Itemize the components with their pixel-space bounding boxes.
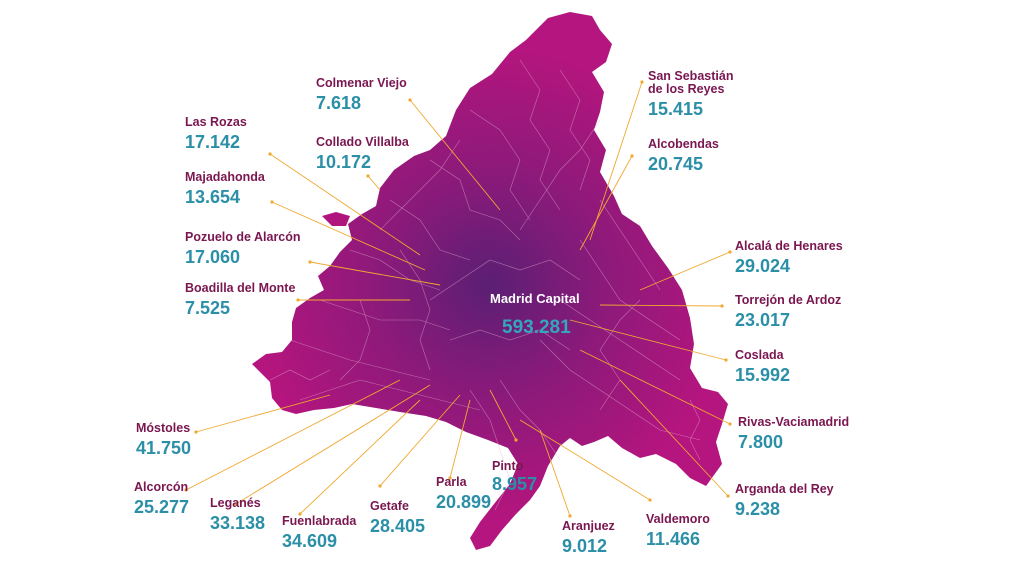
leader-san-sebastian [589, 81, 643, 241]
label-arganda: Arganda del Rey 9.238 [735, 482, 834, 520]
leader-leganes [235, 384, 431, 505]
municipality-value: 15.992 [735, 365, 791, 386]
municipality-value: 7.525 [185, 298, 231, 319]
label-pozuelo: Pozuelo de Alarcón 17.060 [185, 230, 301, 268]
municipality-name: Getafe [370, 499, 409, 513]
municipality-value: 33.138 [210, 513, 266, 534]
label-parla: Parla 20.899 [436, 475, 492, 513]
municipality-value: 15.415 [648, 99, 704, 120]
leader-pozuelo [309, 261, 441, 286]
leader-majadahonda [271, 201, 426, 271]
leader-arganda [619, 379, 729, 497]
municipality-name: Alcorcón [134, 480, 189, 494]
municipality-name: Parla [436, 475, 467, 489]
label-colmenar-viejo: Colmenar Viejo 7.618 [316, 76, 407, 114]
label-majadahonda: Majadahonda 13.654 [185, 170, 265, 208]
leader-colmenar-viejo [409, 99, 501, 211]
label-getafe: Getafe 28.405 [370, 499, 426, 537]
municipality-name: Aranjuez [562, 519, 615, 533]
municipality-value: 41.750 [136, 438, 192, 459]
leader-parla [449, 399, 471, 479]
municipality-value: 34.609 [282, 531, 338, 552]
leader-mostoles [195, 394, 331, 433]
label-alcala: Alcalá de Henares 29.024 [735, 239, 843, 277]
leader-rivas [579, 349, 731, 425]
municipality-value: 17.060 [185, 247, 241, 268]
municipality-value: 28.405 [370, 516, 426, 537]
municipality-name: Pozuelo de Alarcón [185, 230, 301, 244]
municipality-value: 10.172 [316, 152, 372, 173]
municipality-name: Leganés [210, 496, 261, 510]
municipality-name: Móstoles [136, 421, 191, 435]
label-alcobendas: Alcobendas 20.745 [648, 137, 719, 175]
label-torrejon: Torrejón de Ardoz 23.017 [735, 293, 842, 331]
label-pinto: Pinto 8.957 [492, 459, 538, 495]
municipality-value: 593.281 [502, 316, 571, 338]
municipality-name: Pinto [492, 459, 524, 473]
leader-alcala [639, 251, 731, 291]
label-rivas: Rivas-Vaciamadrid 7.800 [738, 415, 850, 453]
name-line-1: San Sebastián [648, 69, 734, 83]
municipality-name: Arganda del Rey [735, 482, 834, 496]
municipality-name: Alcobendas [648, 137, 719, 151]
leader-aranjuez [539, 429, 571, 517]
municipality-name: Rivas-Vaciamadrid [738, 415, 850, 429]
leader-fuenlabrada [299, 399, 421, 515]
municipality-name: Torrejón de Ardoz [735, 293, 842, 307]
leader-alcorcon [185, 379, 401, 491]
municipality-name: Fuenlabrada [282, 514, 357, 528]
label-boadilla: Boadilla del Monte 7.525 [185, 281, 296, 319]
municipality-name: Collado Villalba [316, 135, 409, 149]
region-outline [252, 12, 728, 550]
municipality-value: 25.277 [134, 497, 190, 518]
municipality-name: Colmenar Viejo [316, 76, 407, 90]
label-fuenlabrada: Fuenlabrada 34.609 [282, 514, 357, 552]
label-alcorcon: Alcorcón 25.277 [134, 480, 190, 518]
leader-collado-villalba [367, 175, 381, 191]
label-madrid-capital: Madrid Capital 593.281 [490, 292, 580, 338]
municipality-value: 11.466 [646, 529, 701, 550]
leader-alcobendas [579, 155, 633, 251]
municipality-value: 9.238 [735, 499, 781, 520]
municipality-value: 23.017 [735, 310, 791, 331]
municipality-name: Majadahonda [185, 170, 265, 184]
leader-getafe [379, 394, 461, 487]
leader-torrejon [599, 304, 723, 307]
municipality-value: 29.024 [735, 256, 791, 277]
leader-valdemoro [519, 419, 651, 501]
municipality-name: Valdemoro [646, 512, 710, 526]
municipality-name: San Sebastián de los Reyes [648, 69, 734, 97]
municipality-name: Boadilla del Monte [185, 281, 296, 295]
municipality-value: 17.142 [185, 132, 241, 153]
label-valdemoro: Valdemoro 11.466 [646, 512, 710, 550]
name-line-2: de los Reyes [648, 82, 725, 97]
label-aranjuez: Aranjuez 9.012 [562, 519, 615, 557]
municipality-name: Madrid Capital [490, 291, 580, 306]
leader-pinto [489, 389, 517, 441]
municipality-name: Las Rozas [185, 115, 247, 129]
leader-las-rozas [269, 153, 421, 256]
label-mostoles: Móstoles 41.750 [136, 421, 192, 459]
label-las-rozas: Las Rozas 17.142 [185, 115, 247, 153]
municipality-value: 7.618 [316, 93, 362, 114]
municipality-value: 8.957 [492, 474, 538, 495]
municipality-name: Coslada [735, 348, 784, 362]
municipality-name: Alcalá de Henares [735, 239, 843, 253]
leader-lines [185, 81, 731, 517]
label-coslada: Coslada 15.992 [735, 348, 791, 386]
municipality-value: 13.654 [185, 187, 241, 208]
label-leganes: Leganés 33.138 [210, 496, 266, 534]
municipality-value: 20.745 [648, 154, 704, 175]
municipality-value: 20.899 [436, 492, 492, 513]
municipality-value: 7.800 [738, 432, 784, 453]
municipal-borders [269, 59, 701, 511]
western-island [322, 212, 350, 226]
municipality-value: 9.012 [562, 536, 608, 557]
leader-dots [184, 80, 732, 518]
label-san-sebastian: San Sebastián de los Reyes 15.415 [648, 69, 734, 120]
label-collado-villalba: Collado Villalba 10.172 [316, 135, 409, 173]
leader-coslada [569, 319, 727, 361]
